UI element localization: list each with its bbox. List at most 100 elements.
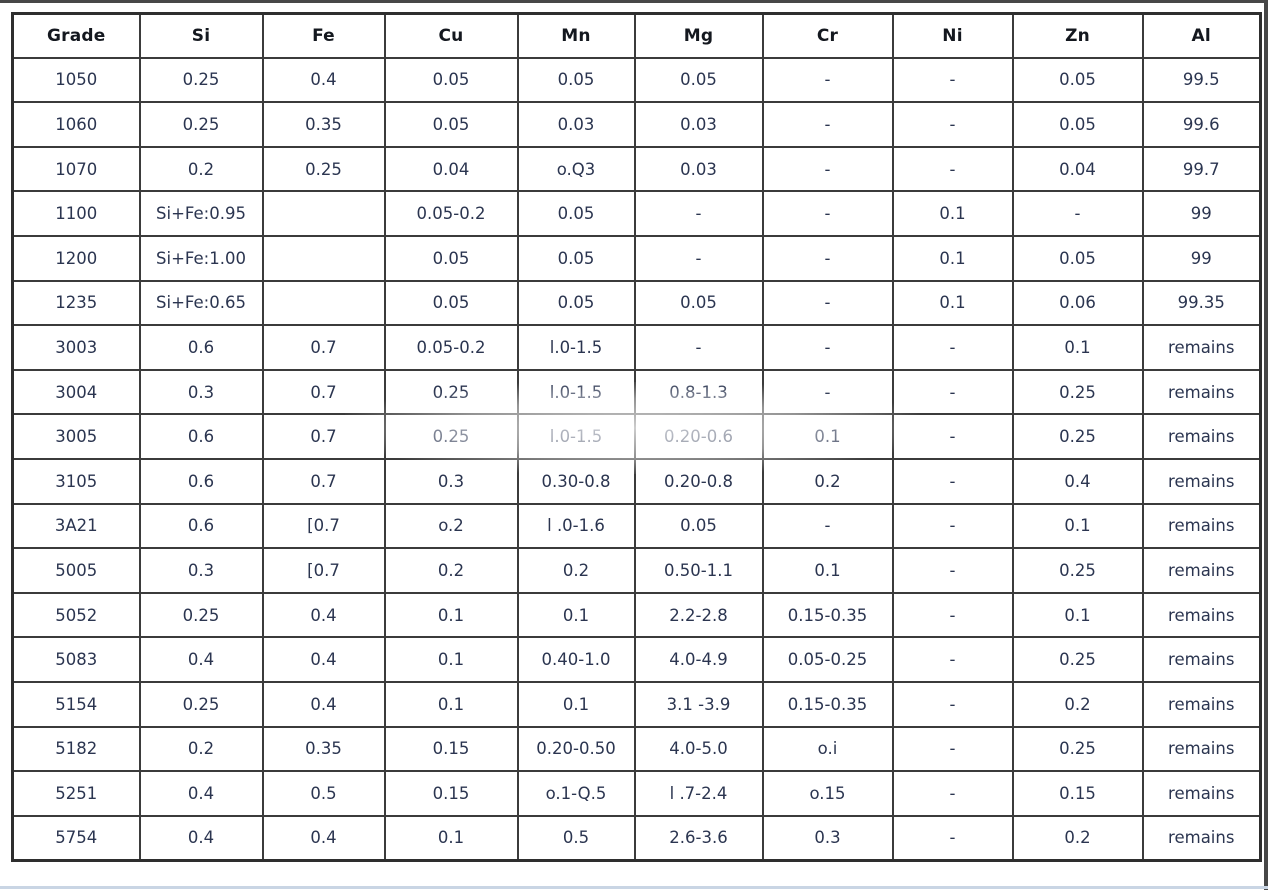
value-cell-zn: 0.05: [1011, 56, 1144, 104]
value-cell-cu: 0.15: [383, 725, 519, 773]
table-header: Grade Si Fe Cu Mn Mg Cr Ni Zn Al: [11, 12, 1262, 59]
value-cell-mg: -: [633, 324, 764, 371]
value-cell-zn: 0.1: [1011, 591, 1144, 639]
value-cell-fe: 0.35: [261, 725, 386, 773]
value-cell-si: 0.4: [138, 814, 264, 862]
value-cell-mg: 2.2-2.8: [633, 591, 764, 639]
value-cell-cu: 0.25: [383, 368, 519, 416]
table-body: 1050 0.25 0.4 0.05 0.05 0.05- -0.05 99.5 1060 0.2…: [11, 56, 1262, 862]
grade-cell: 1100: [11, 190, 141, 237]
grade-cell: 5083: [11, 636, 141, 684]
value-cell-cu: 0.1: [383, 636, 519, 684]
value-cell-mn: 0.05: [516, 279, 636, 327]
value-cell-al: remains: [1141, 502, 1262, 550]
grade-cell: 5182: [11, 725, 141, 773]
table-row-1200: 1200 Si+Fe:1.00 0.05 0.05- -0.1 0.05 99: [11, 234, 1262, 282]
value-cell-al: remains: [1141, 324, 1262, 371]
value-cell-mn: o.Q3: [516, 145, 636, 193]
value-cell-si: 0.2: [138, 145, 264, 193]
value-cell-al: remains: [1141, 725, 1262, 773]
grade-cell: 1060: [11, 101, 141, 148]
value-cell-cr: 0.1: [761, 547, 894, 594]
frame-right-border: [1264, 0, 1268, 890]
value-cell-si: 0.4: [138, 770, 264, 817]
value-cell-mn: 0.30-0.8: [516, 457, 636, 505]
value-cell-zn: 0.05: [1011, 101, 1144, 148]
value-cell-cr: -: [761, 502, 894, 550]
value-cell-cu: 0.1: [383, 591, 519, 639]
value-cell-mg: 4.0-5.0: [633, 725, 764, 773]
table-row-5083: 5083 0.4 0.4 0.1 0.40-1.0 4.0-4.9 0.05-0.25-0.…: [11, 636, 1262, 684]
table-row-5182: 5182 0.2 0.35 0.15 0.20-0.50 4.0-5.0 o.i -0.25 r…: [11, 725, 1262, 773]
value-cell-ni: 0.1: [891, 234, 1014, 282]
value-cell-fe: 0.4: [261, 56, 386, 104]
value-cell-ni: -: [891, 814, 1014, 862]
value-cell-mn: 0.20-0.50: [516, 725, 636, 773]
value-cell-fe: 0.7: [261, 457, 386, 505]
value-cell-cu: 0.05: [383, 279, 519, 327]
column-header-cu: Cu: [383, 12, 519, 59]
value-cell-ni: -: [891, 636, 1014, 684]
grade-cell: 3003: [11, 324, 141, 371]
value-cell-cr: -: [761, 279, 894, 327]
value-cell-zn: 0.25: [1011, 368, 1144, 416]
value-cell-si: 0.6: [138, 324, 264, 371]
table-row-1060: 1060 0.25 0.35 0.05 0.03 0.03- -0.05 99.6: [11, 101, 1262, 148]
grade-cell: 5154: [11, 681, 141, 728]
value-cell-ni: -: [891, 413, 1014, 460]
value-cell-zn: 0.05: [1011, 234, 1144, 282]
value-cell-si: 0.2: [138, 725, 264, 773]
value-cell-mn: 0.1: [516, 681, 636, 728]
value-cell-si: Si+Fe:0.65: [138, 279, 264, 327]
value-cell-mg: 3.1 -3.9: [633, 681, 764, 728]
value-cell-cr: o.i: [761, 725, 894, 773]
value-cell-fe: 0.7: [261, 368, 386, 416]
grade-cell: 5251: [11, 770, 141, 817]
value-cell-fe: 0.35: [261, 101, 386, 148]
value-cell-cu: 0.15: [383, 770, 519, 817]
value-cell-mg: 0.20-0.8: [633, 457, 764, 505]
value-cell-mn: 0.03: [516, 101, 636, 148]
value-cell-mg: 0.05: [633, 502, 764, 550]
value-cell-ni: -: [891, 101, 1014, 148]
value-cell-al: 99.5: [1141, 56, 1262, 104]
value-cell-cr: -: [761, 190, 894, 237]
header-row: Grade Si Fe Cu Mn Mg Cr Ni Zn Al: [11, 12, 1262, 59]
value-cell-cr: 0.2: [761, 457, 894, 505]
table-row-3003: 3003 0.6 0.7 0.05-0.2 l.0-1.5- - -0.1 remains: [11, 324, 1262, 371]
value-cell-cu: 0.05-0.2: [383, 190, 519, 237]
value-cell-si: 0.25: [138, 56, 264, 104]
value-cell-mn: 0.05: [516, 190, 636, 237]
grade-cell: 5754: [11, 814, 141, 862]
value-cell-mn: 0.05: [516, 234, 636, 282]
value-cell-cu: 0.05: [383, 234, 519, 282]
value-cell-mg: -: [633, 190, 764, 237]
table-row-5154: 5154 0.25 0.4 0.1 0.1 3.1 -3.9 0.15-0.35-0.2 re…: [11, 681, 1262, 728]
value-cell-zn: -: [1011, 190, 1144, 237]
value-cell-mn: l .0-1.6: [516, 502, 636, 550]
value-cell-cr: -: [761, 368, 894, 416]
column-header-cr: Cr: [761, 12, 894, 59]
value-cell-cu: 0.3: [383, 457, 519, 505]
value-cell-zn: 0.04: [1011, 145, 1144, 193]
column-header-mn: Mn: [516, 12, 636, 59]
grade-cell: 5005: [11, 547, 141, 594]
value-cell-al: 99: [1141, 234, 1262, 282]
grade-cell: 3004: [11, 368, 141, 416]
value-cell-mn: o.1-Q.5: [516, 770, 636, 817]
value-cell-ni: -: [891, 681, 1014, 728]
value-cell-al: remains: [1141, 770, 1262, 817]
value-cell-si: Si+Fe:1.00: [138, 234, 264, 282]
value-cell-cu: 0.05: [383, 56, 519, 104]
value-cell-al: remains: [1141, 547, 1262, 594]
value-cell-mg: 0.8-1.3: [633, 368, 764, 416]
value-cell-si: 0.3: [138, 368, 264, 416]
value-cell-mg: -: [633, 234, 764, 282]
value-cell-ni: -: [891, 591, 1014, 639]
value-cell-al: remains: [1141, 814, 1262, 862]
table-row-5005: 5005 0.3 [0.7 0.2 0.2 0.50-1.1 0.1-0.25 remains: [11, 547, 1262, 594]
value-cell-ni: -: [891, 770, 1014, 817]
table-row-5251: 5251 0.4 0.5 0.15 o.1-Q.5 l .7-2.4 o.15-0.15 re…: [11, 770, 1262, 817]
value-cell-cr: -: [761, 324, 894, 371]
frame-bottom-light-line: [0, 886, 1268, 889]
